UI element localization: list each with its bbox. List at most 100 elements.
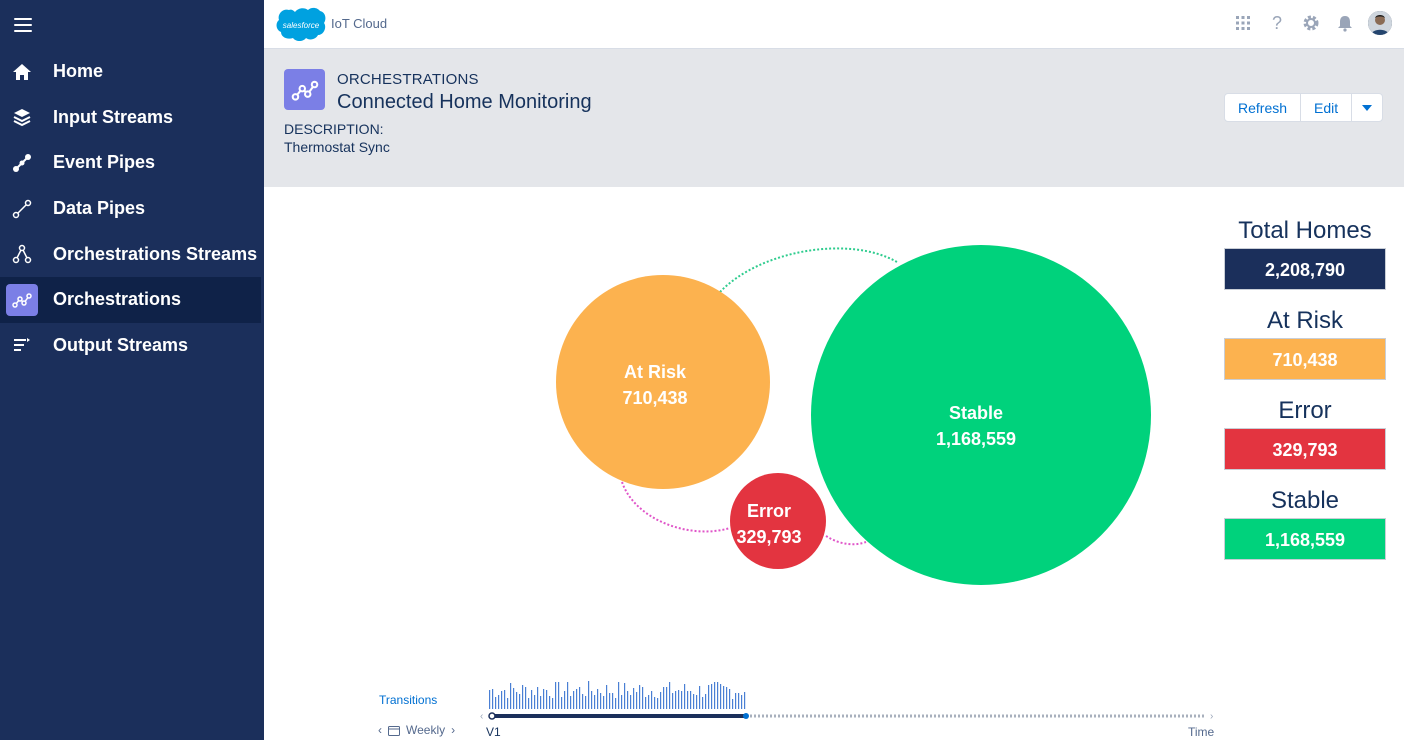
sidebar-item-home[interactable]: Home	[0, 49, 264, 95]
histogram-bar	[489, 690, 491, 709]
timeline-end-label: Time	[1188, 725, 1215, 739]
at-risk-bubble[interactable]: At Risk 710,438	[556, 275, 770, 489]
orchestration-icon	[6, 283, 38, 316]
chevron-left-icon[interactable]: ‹	[480, 711, 483, 722]
histogram-bar	[687, 691, 689, 709]
histogram-bar	[723, 686, 725, 709]
histogram-bar	[627, 691, 629, 709]
transition-at-risk-to-error[interactable]	[621, 481, 731, 533]
stat-value[interactable]: 329,793	[1224, 428, 1386, 470]
sidebar-item-orchestrations[interactable]: Orchestrations	[0, 276, 261, 323]
calendar-icon	[388, 725, 400, 736]
histogram-bar	[663, 687, 665, 709]
sidebar-item-data-pipes[interactable]: Data Pipes	[0, 186, 264, 232]
histogram-bar	[549, 696, 551, 709]
data-pipe-icon	[12, 199, 32, 219]
stat-value[interactable]: 2,208,790	[1224, 248, 1386, 290]
histogram-bar	[609, 693, 611, 709]
histogram-bar	[693, 694, 695, 709]
edit-button[interactable]: Edit	[1301, 94, 1353, 121]
at-risk-bubble-value: 710,438	[622, 388, 687, 408]
histogram-bar	[591, 691, 593, 709]
transition-at-risk-to-stable[interactable]	[719, 247, 898, 293]
description-value: Thermostat Sync	[284, 139, 390, 155]
stat-stable: Stable 1,168,559	[1224, 484, 1386, 560]
stat-value[interactable]: 710,438	[1224, 338, 1386, 380]
histogram-bar	[735, 693, 737, 709]
sidebar-item-label: Orchestrations	[53, 289, 182, 310]
gear-icon[interactable]	[1300, 12, 1322, 34]
histogram-bar	[672, 693, 674, 709]
histogram-bar	[717, 682, 719, 709]
histogram-bar	[597, 689, 599, 709]
period-selector[interactable]: ‹ Weekly ›	[378, 723, 455, 737]
avatar[interactable]	[1368, 11, 1392, 35]
sidebar-item-orchestrations-streams[interactable]: Orchestrations Streams	[0, 231, 264, 277]
histogram-bar	[708, 685, 710, 709]
histogram-bar	[567, 682, 569, 709]
bell-icon[interactable]	[1334, 12, 1356, 34]
chevron-left-icon[interactable]: ‹	[378, 723, 382, 737]
timeline-start-label: V1	[486, 725, 501, 739]
menu-icon[interactable]	[14, 18, 32, 32]
histogram-bar	[510, 683, 512, 709]
histogram-bar	[744, 692, 746, 709]
sidebar-item-event-pipes[interactable]: Event Pipes	[0, 140, 264, 186]
sidebar-item-label: Home	[53, 61, 104, 82]
sidebar-item-label: Data Pipes	[53, 198, 146, 219]
histogram-bar	[624, 683, 626, 709]
histogram-bar	[543, 689, 545, 709]
logo-text: salesforce	[283, 21, 320, 30]
stat-label: Total Homes	[1238, 217, 1372, 244]
salesforce-logo[interactable]: salesforce	[274, 6, 326, 42]
stable-circle[interactable]	[811, 245, 1151, 585]
description-label: DESCRIPTION:	[284, 121, 384, 137]
error-bubble[interactable]: Error 329,793	[730, 473, 826, 569]
chevron-right-icon[interactable]: ›	[451, 723, 456, 737]
histogram-bar	[702, 697, 704, 709]
stat-value[interactable]: 1,168,559	[1224, 518, 1386, 560]
histogram-bar	[534, 695, 536, 709]
histogram-bar	[642, 687, 644, 709]
histogram-bar	[522, 685, 524, 709]
histogram-bar	[531, 690, 533, 709]
histogram-bar	[594, 695, 596, 709]
refresh-button[interactable]: Refresh	[1225, 94, 1302, 121]
stable-bubble[interactable]: Stable 1,168,559	[811, 245, 1151, 585]
sidebar-item-input-streams[interactable]: Input Streams	[0, 95, 264, 141]
stat-label: At Risk	[1266, 307, 1343, 334]
histogram-bar	[564, 691, 566, 709]
timeline-track[interactable]: ‹ ›	[480, 711, 1213, 722]
help-icon[interactable]: ?	[1271, 12, 1282, 33]
histogram-bar	[528, 698, 530, 709]
histogram-bar	[669, 682, 671, 709]
error-bubble-value: 329,793	[736, 527, 801, 547]
histogram-bar	[741, 695, 743, 709]
histogram-bar	[558, 682, 560, 709]
transitions-label[interactable]: Transitions	[379, 693, 438, 707]
histogram-bar	[714, 682, 716, 709]
sidebar-item-label: Event Pipes	[53, 152, 156, 173]
stat-at-risk: At Risk 710,438	[1224, 304, 1386, 380]
histogram-bar	[582, 694, 584, 709]
transitions-histogram[interactable]	[489, 681, 746, 709]
error-circle[interactable]	[730, 473, 826, 569]
histogram-bar	[588, 681, 590, 709]
chevron-right-icon[interactable]: ›	[1210, 711, 1213, 722]
histogram-bar	[552, 698, 554, 709]
page-header: ORCHESTRATIONS Connected Home Monitoring…	[264, 49, 1404, 187]
timeline-end-handle[interactable]	[743, 713, 749, 719]
histogram-bar	[666, 687, 668, 709]
header-icons: ?	[1232, 11, 1392, 35]
app-launcher-icon[interactable]	[1232, 12, 1254, 34]
more-actions-button[interactable]	[1352, 94, 1382, 121]
histogram-bar	[519, 694, 521, 709]
timeline-start-handle[interactable]	[488, 712, 496, 720]
histogram-bar	[498, 695, 500, 709]
sidebar-item-output-streams[interactable]: Output Streams	[0, 323, 264, 369]
period-label: Weekly	[406, 723, 446, 737]
at-risk-circle[interactable]	[556, 275, 770, 489]
histogram-bar	[495, 697, 497, 709]
output-stream-icon	[12, 335, 32, 355]
transition-error-to-stable[interactable]	[825, 535, 867, 546]
